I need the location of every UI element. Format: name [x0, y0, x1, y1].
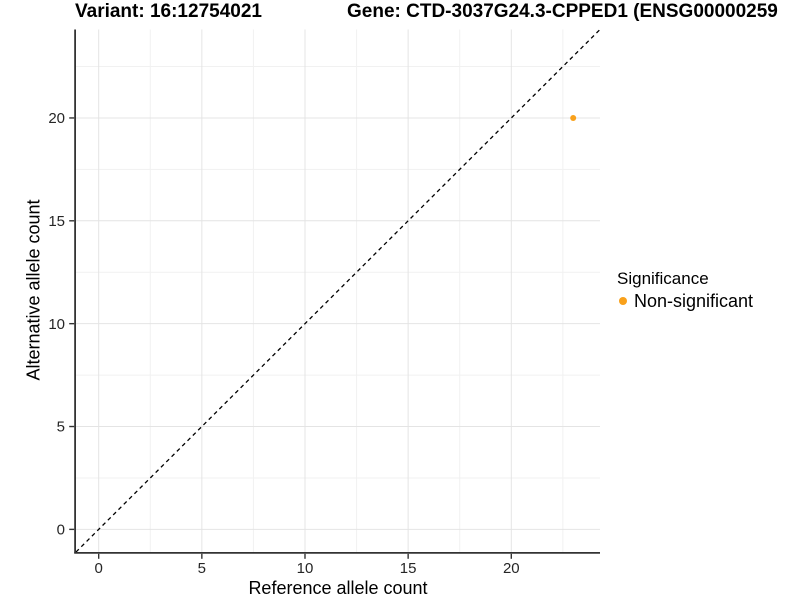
y-tick-label: 0 — [57, 522, 65, 539]
legend-item-label: Non-significant — [634, 290, 754, 311]
x-axis-title: Reference allele count — [248, 578, 428, 598]
x-tick-label: 10 — [297, 560, 314, 577]
legend-item: Non-significant — [616, 291, 753, 311]
x-tick-label: 0 — [95, 560, 103, 577]
y-tick-label: 10 — [48, 316, 65, 333]
x-tick-label: 15 — [400, 560, 417, 577]
legend-key-dot — [619, 297, 627, 305]
data-point — [570, 114, 577, 121]
identity-line — [76, 29, 600, 552]
legend-title: Significance — [617, 269, 709, 288]
x-tick-label: 20 — [503, 560, 520, 577]
y-tick-label: 5 — [57, 419, 65, 436]
y-tick-label: 20 — [48, 110, 65, 127]
legend: Significance Non-significant — [616, 269, 753, 311]
plot-title-variant: Variant: 16:12754021 — [75, 1, 262, 22]
y-tick-label: 15 — [48, 213, 65, 230]
y-axis-title: Alternative allele count — [23, 199, 44, 381]
x-tick-label: 5 — [198, 560, 206, 577]
plot-title-gene: Gene: CTD-3037G24.3-CPPED1 (ENSG00000259 — [347, 1, 778, 22]
